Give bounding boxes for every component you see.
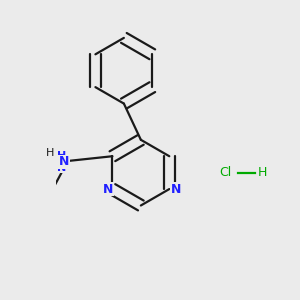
Text: N: N	[59, 155, 70, 168]
Text: H: H	[46, 148, 54, 158]
Text: N: N	[171, 183, 181, 196]
Text: H: H	[258, 166, 267, 179]
Text: N: N	[103, 183, 113, 196]
Text: Cl: Cl	[220, 166, 232, 179]
Text: H
N: H N	[57, 151, 66, 173]
